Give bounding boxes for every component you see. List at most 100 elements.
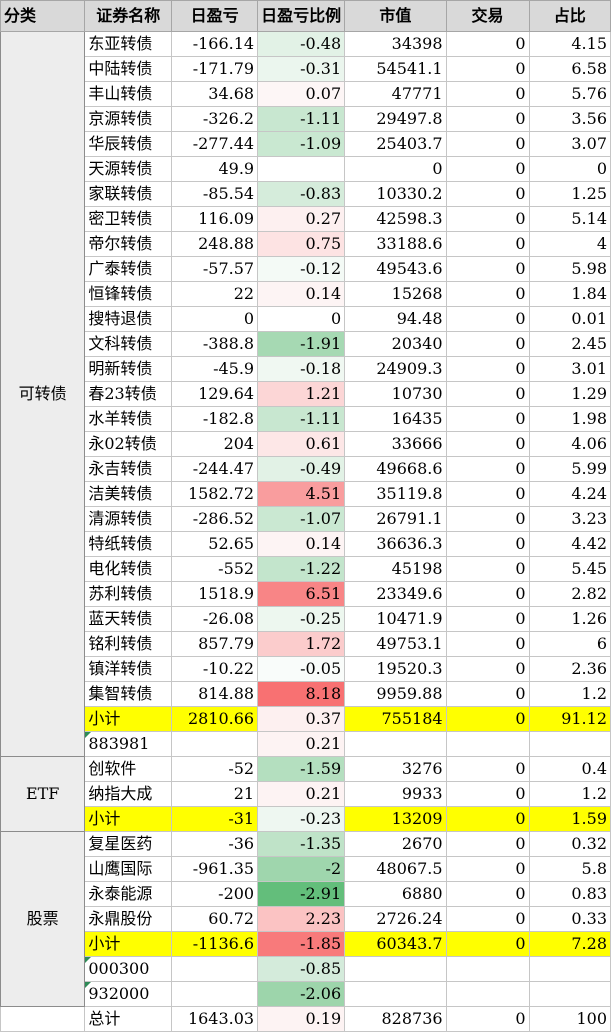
empty-cell[interactable] [528, 731, 611, 757]
share-cell[interactable]: 0 [528, 156, 611, 182]
trade-cell[interactable]: 0 [445, 631, 530, 657]
pnl-pct-cell[interactable]: 0.21 [257, 781, 346, 807]
subtotal-trade[interactable]: 0 [445, 706, 530, 732]
security-name-cell[interactable]: 永02转债 [84, 431, 173, 457]
subtotal-pnl-pct[interactable]: 0.37 [257, 706, 346, 732]
pnl-pct-cell[interactable]: 0.27 [257, 206, 346, 232]
subtotal-label[interactable]: 小计 [84, 931, 173, 957]
pnl-cell[interactable]: 52.65 [171, 531, 259, 557]
category-cell[interactable]: ETF [0, 756, 86, 832]
empty-cell[interactable] [445, 981, 530, 1007]
pnl-cell[interactable]: -45.9 [171, 356, 259, 382]
pnl-pct-cell[interactable]: -1.22 [257, 556, 346, 582]
empty-cell[interactable] [344, 731, 447, 757]
table-row[interactable]: 纳指大成 21 0.21 9933 0 1.2 [1, 781, 611, 807]
share-cell[interactable]: 0.01 [528, 306, 611, 332]
security-name-cell[interactable]: 纳指大成 [84, 781, 173, 807]
table-row[interactable]: 水羊转债 -182.8 -1.11 16435 0 1.98 [1, 406, 611, 432]
pnl-pct-cell[interactable]: -1.11 [257, 106, 346, 132]
subtotal-market-value[interactable]: 60343.7 [344, 931, 447, 957]
total-market-value[interactable]: 828736 [344, 1006, 447, 1032]
pnl-cell[interactable]: -277.44 [171, 131, 259, 157]
market-value-cell[interactable]: 47771 [344, 81, 447, 107]
market-value-cell[interactable]: 16435 [344, 406, 447, 432]
security-name-cell[interactable]: 恒锋转债 [84, 281, 173, 307]
security-name-cell[interactable]: 京源转债 [84, 106, 173, 132]
subtotal-pnl-pct[interactable]: -0.23 [257, 806, 346, 832]
trade-cell[interactable]: 0 [445, 56, 530, 82]
empty-cell[interactable] [171, 981, 259, 1007]
security-name-cell[interactable]: 东亚转债 [84, 31, 173, 57]
total-pnl[interactable]: 1643.03 [171, 1006, 259, 1032]
market-value-cell[interactable]: 10471.9 [344, 606, 447, 632]
security-name-cell[interactable]: 文科转债 [84, 331, 173, 357]
pnl-pct-cell[interactable]: -1.91 [257, 331, 346, 357]
security-name-cell[interactable]: 清源转债 [84, 506, 173, 532]
security-name-cell[interactable]: 山鹰国际 [84, 856, 173, 882]
trade-cell[interactable]: 0 [445, 131, 530, 157]
trade-cell[interactable]: 0 [445, 756, 530, 782]
share-cell[interactable]: 4.42 [528, 531, 611, 557]
share-cell[interactable]: 0.33 [528, 906, 611, 932]
pnl-cell[interactable]: 21 [171, 781, 259, 807]
index-row[interactable]: 883981 0.21 [1, 731, 611, 757]
security-name-cell[interactable]: 帝尔转债 [84, 231, 173, 257]
market-value-cell[interactable]: 33666 [344, 431, 447, 457]
subtotal-label[interactable]: 小计 [84, 706, 173, 732]
empty-cell[interactable] [445, 956, 530, 982]
subtotal-row[interactable]: 小计 -1136.6 -1.85 60343.7 0 7.28 [1, 931, 611, 957]
share-cell[interactable]: 5.98 [528, 256, 611, 282]
table-row[interactable]: 永吉转债 -244.47 -0.49 49668.6 0 5.99 [1, 456, 611, 482]
security-name-cell[interactable]: 永吉转债 [84, 456, 173, 482]
pnl-cell[interactable]: -166.14 [171, 31, 259, 57]
table-row[interactable]: 丰山转债 34.68 0.07 47771 0 5.76 [1, 81, 611, 107]
share-cell[interactable]: 2.36 [528, 656, 611, 682]
col-header-share[interactable]: 占比 [528, 0, 611, 32]
subtotal-pnl[interactable]: -1136.6 [171, 931, 259, 957]
pnl-cell[interactable]: 129.64 [171, 381, 259, 407]
market-value-cell[interactable]: 9933 [344, 781, 447, 807]
pnl-cell[interactable]: -388.8 [171, 331, 259, 357]
subtotal-row[interactable]: 小计 -31 -0.23 13209 0 1.59 [1, 806, 611, 832]
trade-cell[interactable]: 0 [445, 331, 530, 357]
total-share[interactable]: 100 [528, 1006, 611, 1032]
subtotal-market-value[interactable]: 755184 [344, 706, 447, 732]
pnl-pct-cell[interactable]: -0.05 [257, 656, 346, 682]
table-row[interactable]: 恒锋转债 22 0.14 15268 0 1.84 [1, 281, 611, 307]
security-name-cell[interactable]: 永泰能源 [84, 881, 173, 907]
trade-cell[interactable]: 0 [445, 856, 530, 882]
market-value-cell[interactable]: 36636.3 [344, 531, 447, 557]
pnl-cell[interactable]: 34.68 [171, 81, 259, 107]
index-row[interactable]: 000300 -0.85 [1, 956, 611, 982]
market-value-cell[interactable]: 45198 [344, 556, 447, 582]
market-value-cell[interactable]: 3276 [344, 756, 447, 782]
pnl-cell[interactable]: 204 [171, 431, 259, 457]
empty-cell[interactable] [445, 731, 530, 757]
share-cell[interactable]: 2.45 [528, 331, 611, 357]
share-cell[interactable]: 0.32 [528, 831, 611, 857]
trade-cell[interactable]: 0 [445, 831, 530, 857]
market-value-cell[interactable]: 15268 [344, 281, 447, 307]
trade-cell[interactable]: 0 [445, 906, 530, 932]
pnl-cell[interactable]: -286.52 [171, 506, 259, 532]
market-value-cell[interactable]: 54541.1 [344, 56, 447, 82]
share-cell[interactable]: 5.45 [528, 556, 611, 582]
trade-cell[interactable]: 0 [445, 156, 530, 182]
share-cell[interactable]: 1.29 [528, 381, 611, 407]
table-row[interactable]: 帝尔转债 248.88 0.75 33188.6 0 4 [1, 231, 611, 257]
market-value-cell[interactable]: 49753.1 [344, 631, 447, 657]
table-row[interactable]: 春23转债 129.64 1.21 10730 0 1.29 [1, 381, 611, 407]
share-cell[interactable]: 5.76 [528, 81, 611, 107]
pnl-pct-cell[interactable]: -0.48 [257, 31, 346, 57]
security-name-cell[interactable]: 特纸转债 [84, 531, 173, 557]
pnl-cell[interactable]: -57.57 [171, 256, 259, 282]
trade-cell[interactable]: 0 [445, 531, 530, 557]
index-row[interactable]: 932000 -2.06 [1, 981, 611, 1007]
pnl-pct-cell[interactable]: 2.23 [257, 906, 346, 932]
table-row[interactable]: 山鹰国际 -961.35 -2 48067.5 0 5.8 [1, 856, 611, 882]
share-cell[interactable]: 1.98 [528, 406, 611, 432]
table-row[interactable]: 集智转债 814.88 8.18 9959.88 0 1.2 [1, 681, 611, 707]
index-pct-cell[interactable]: -0.85 [257, 956, 346, 982]
total-pnl-pct[interactable]: 0.19 [257, 1006, 346, 1032]
security-name-cell[interactable]: 广泰转债 [84, 256, 173, 282]
